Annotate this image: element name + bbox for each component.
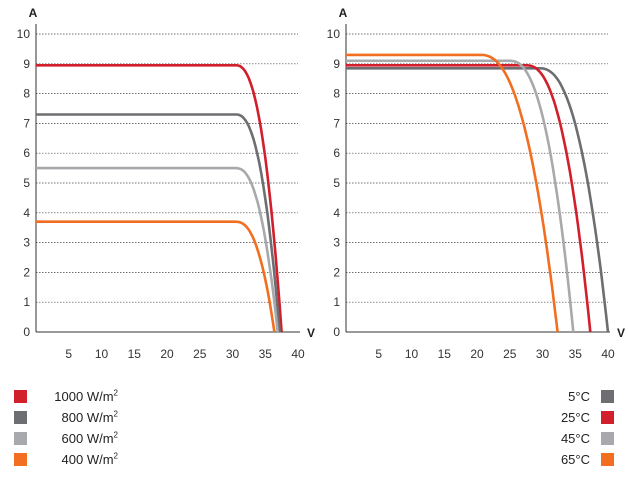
legend-item-1000: 1000 W/m2 (14, 386, 214, 407)
iv-curve-charts: 0 1 2 3 4 5 6 7 8 9 10 5 10 15 20 25 30 35 40 A V 0 1 2 3 4 5 6 7 8 9 1… (17, 6, 625, 361)
x-tick-label: 10 (95, 347, 109, 361)
y-tick-label: 4 (333, 206, 340, 220)
y-tick-label: 3 (333, 236, 340, 250)
x-tick-label: 40 (291, 347, 305, 361)
legend-swatch (14, 390, 27, 403)
legend-item-45c: 45°C (414, 428, 614, 449)
series-line (346, 59, 575, 333)
x-tick-label: 15 (128, 347, 142, 361)
series-line (346, 53, 559, 333)
y-axis-label: A (339, 6, 348, 20)
y-tick-label: 0 (23, 325, 30, 339)
y-tick-label: 0 (333, 325, 340, 339)
y-axis-label: A (29, 6, 38, 20)
legend-item-800: 800 W/m2 (14, 407, 214, 428)
x-tick-label: 30 (536, 347, 550, 361)
legend-label: 45°C (560, 431, 590, 446)
y-tick-label: 5 (333, 176, 340, 190)
legend-item-5c: 5°C (414, 386, 614, 407)
y-tick-label: 9 (23, 57, 30, 71)
y-tick-label: 9 (333, 57, 340, 71)
y-tick-label: 10 (17, 27, 31, 41)
y-tick-label: 1 (333, 295, 340, 309)
x-tick-label: 20 (470, 347, 484, 361)
legend-label: 800 W/m2 (61, 409, 118, 425)
legend-swatch (601, 453, 614, 466)
x-axis-label: V (307, 326, 315, 340)
legend-swatch (14, 432, 27, 445)
legend-item-65c: 65°C (414, 449, 614, 470)
series-line (36, 113, 281, 333)
y-tick-label: 1 (23, 295, 30, 309)
x-tick-label: 25 (503, 347, 517, 361)
series-line (346, 67, 610, 333)
x-tick-label: 35 (259, 347, 273, 361)
series-line (36, 166, 279, 333)
legend-item-600: 600 W/m2 (14, 428, 214, 449)
legend-label: 65°C (560, 452, 590, 467)
x-tick-label: 10 (405, 347, 419, 361)
x-tick-label: 35 (569, 347, 583, 361)
temperature-legend: 5°C 25°C 45°C 65°C (414, 386, 614, 470)
legend-item-400: 400 W/m2 (14, 449, 214, 470)
x-tick-label: 5 (65, 347, 72, 361)
legend-label: 25°C (560, 410, 590, 425)
y-tick-label: 5 (23, 176, 30, 190)
legend-label: 5°C (568, 389, 590, 404)
y-tick-label: 7 (333, 116, 340, 130)
legend-item-25c: 25°C (414, 407, 614, 428)
y-tick-label: 10 (327, 27, 341, 41)
x-tick-label: 30 (226, 347, 240, 361)
y-tick-label: 2 (333, 265, 340, 279)
irradiance-legend: 1000 W/m2 800 W/m2 600 W/m2 400 W/m2 (14, 386, 214, 470)
y-tick-label: 2 (23, 265, 30, 279)
x-axis-label: V (617, 326, 625, 340)
x-tick-label: 40 (601, 347, 615, 361)
legend-label: 400 W/m2 (61, 451, 118, 467)
legend-label: 600 W/m2 (61, 430, 118, 446)
legend-swatch (601, 411, 614, 424)
y-tick-label: 7 (23, 116, 30, 130)
y-tick-label: 8 (333, 87, 340, 101)
y-tick-label: 4 (23, 206, 30, 220)
x-tick-label: 20 (160, 347, 174, 361)
series-line (346, 64, 592, 333)
legend-swatch (601, 432, 614, 445)
legend-swatch (14, 453, 27, 466)
y-tick-label: 3 (23, 236, 30, 250)
y-tick-label: 6 (23, 146, 30, 160)
legend-swatch (601, 390, 614, 403)
x-tick-label: 15 (438, 347, 452, 361)
x-tick-label: 25 (193, 347, 207, 361)
series-line (36, 64, 283, 333)
series-line (36, 220, 276, 333)
legend-label: 1000 W/m2 (54, 388, 118, 404)
y-tick-label: 6 (333, 146, 340, 160)
x-tick-label: 5 (375, 347, 382, 361)
legend-swatch (14, 411, 27, 424)
y-tick-label: 8 (23, 87, 30, 101)
